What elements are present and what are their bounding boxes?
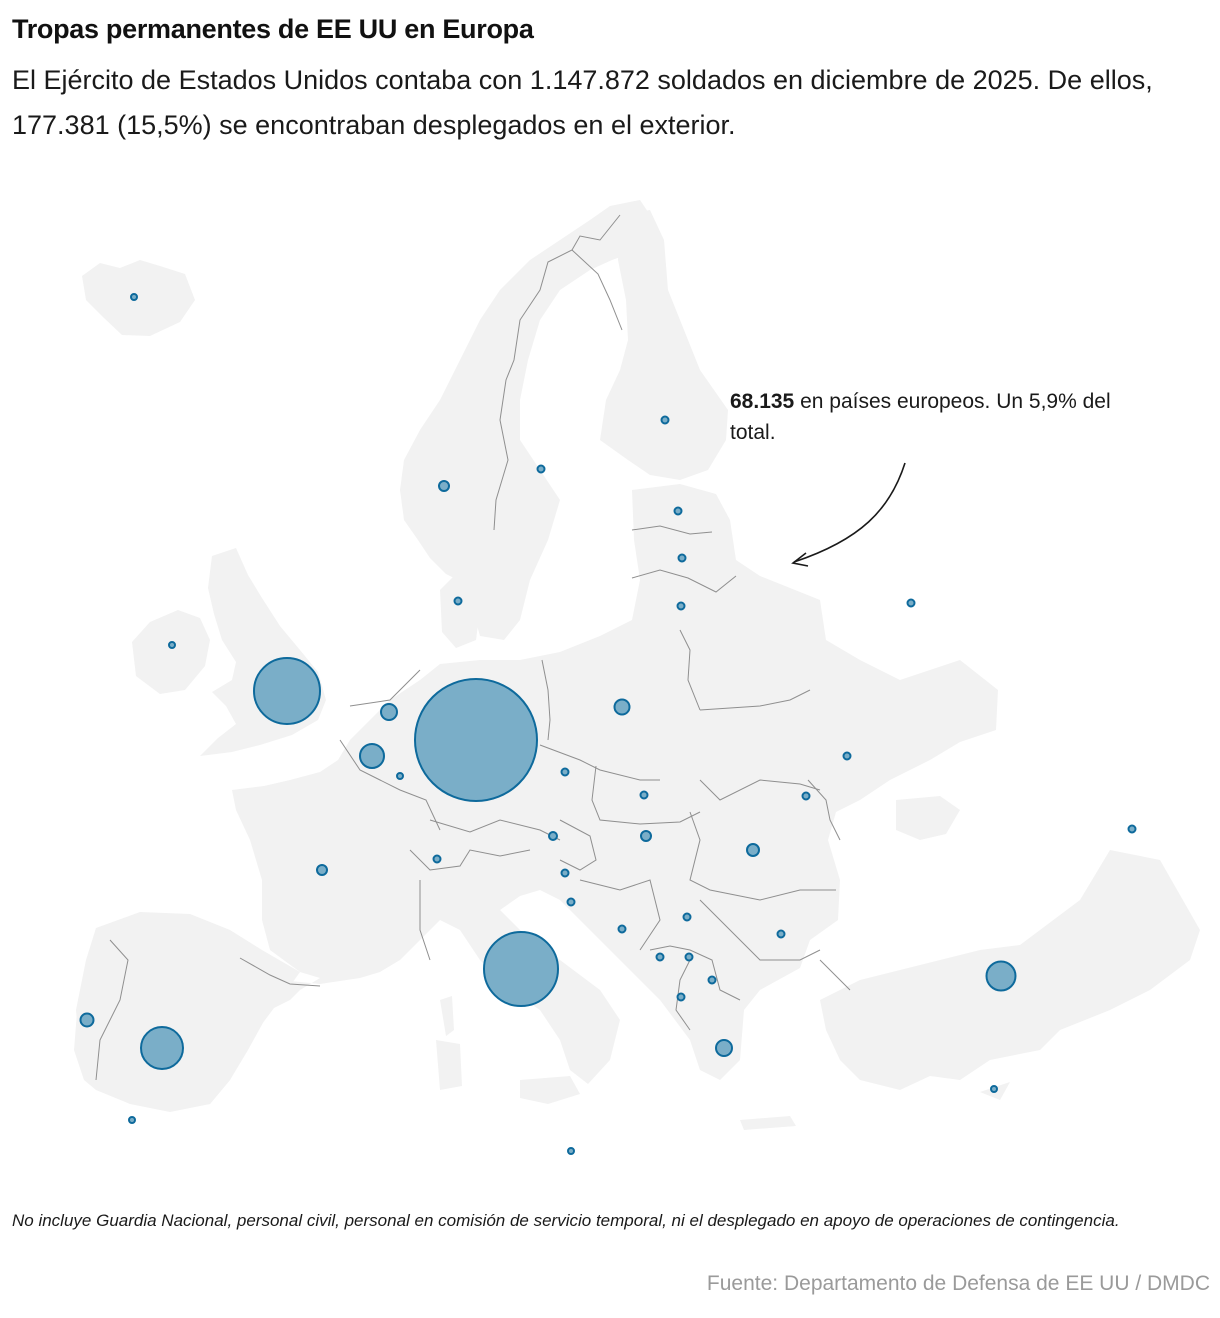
bubble-montenegro[interactable]	[655, 952, 665, 962]
bubble-malta[interactable]	[567, 1147, 575, 1155]
bubble-serbia[interactable]	[682, 912, 692, 922]
bubble-georgia[interactable]	[1127, 824, 1137, 834]
bubble-greece[interactable]	[715, 1039, 733, 1057]
annotation-text: en países europeos. Un 5,9% del total.	[730, 390, 1111, 444]
bubble-switzerland[interactable]	[432, 854, 442, 864]
bubble-luxembourg[interactable]	[396, 772, 404, 780]
bubble-north-macedonia[interactable]	[707, 975, 717, 985]
bubble-slovenia[interactable]	[560, 868, 570, 878]
bubble-estonia[interactable]	[673, 506, 683, 516]
bubble-czechia[interactable]	[560, 767, 570, 777]
bubble-france[interactable]	[316, 864, 328, 876]
bubble-turkey[interactable]	[985, 960, 1017, 992]
bubble-germany[interactable]	[414, 678, 538, 802]
bubble-bosnia[interactable]	[617, 924, 627, 934]
bubble-austria[interactable]	[548, 831, 558, 841]
bubble-finland[interactable]	[660, 415, 670, 425]
bubble-bulgaria[interactable]	[776, 929, 786, 939]
country-borders	[95, 214, 851, 1081]
chart-subtitle: El Ejército de Estados Unidos contaba co…	[12, 65, 1153, 140]
bubble-lithuania[interactable]	[676, 601, 686, 611]
troop-bubbles	[79, 293, 1137, 1155]
bubble-belgium[interactable]	[359, 743, 385, 769]
bubble-sweden[interactable]	[536, 464, 546, 474]
bubble-croatia[interactable]	[566, 897, 576, 907]
bubble-ukraine[interactable]	[842, 751, 852, 761]
bubble-netherlands[interactable]	[380, 703, 398, 721]
bubble-albania[interactable]	[676, 992, 686, 1002]
annotation-arrow	[791, 462, 906, 567]
bubble-italy[interactable]	[483, 931, 559, 1007]
bubble-spain[interactable]	[140, 1026, 184, 1070]
bubble-united-kingdom[interactable]	[253, 657, 321, 725]
chart-title: Tropas permanentes de EE UU en Europa	[12, 14, 534, 44]
footnote: No incluye Guardia Nacional, personal ci…	[12, 1211, 1120, 1230]
source-credit: Fuente: Departamento de Defensa de EE UU…	[706, 1272, 1210, 1295]
bubble-poland[interactable]	[613, 698, 631, 716]
bubble-romania[interactable]	[746, 843, 760, 857]
bubble-norway[interactable]	[438, 480, 450, 492]
bubble-iceland[interactable]	[130, 293, 138, 301]
bubble-russia[interactable]	[906, 598, 916, 608]
land-masses	[74, 200, 1200, 1130]
bubble-gibraltar[interactable]	[128, 1116, 136, 1124]
bubble-cyprus[interactable]	[990, 1085, 998, 1093]
bubble-hungary[interactable]	[640, 830, 652, 842]
bubble-ireland[interactable]	[168, 641, 176, 649]
bubble-portugal[interactable]	[79, 1012, 95, 1028]
annotation-value: 68.135	[730, 390, 795, 413]
europe-total-annotation: 68.135 en países europeos. Un 5,9% del t…	[730, 386, 1130, 448]
bubble-kosovo[interactable]	[684, 952, 694, 962]
bubble-moldova[interactable]	[801, 791, 811, 801]
bubble-latvia[interactable]	[677, 553, 687, 563]
bubble-denmark[interactable]	[453, 596, 463, 606]
bubble-slovakia[interactable]	[639, 790, 649, 800]
